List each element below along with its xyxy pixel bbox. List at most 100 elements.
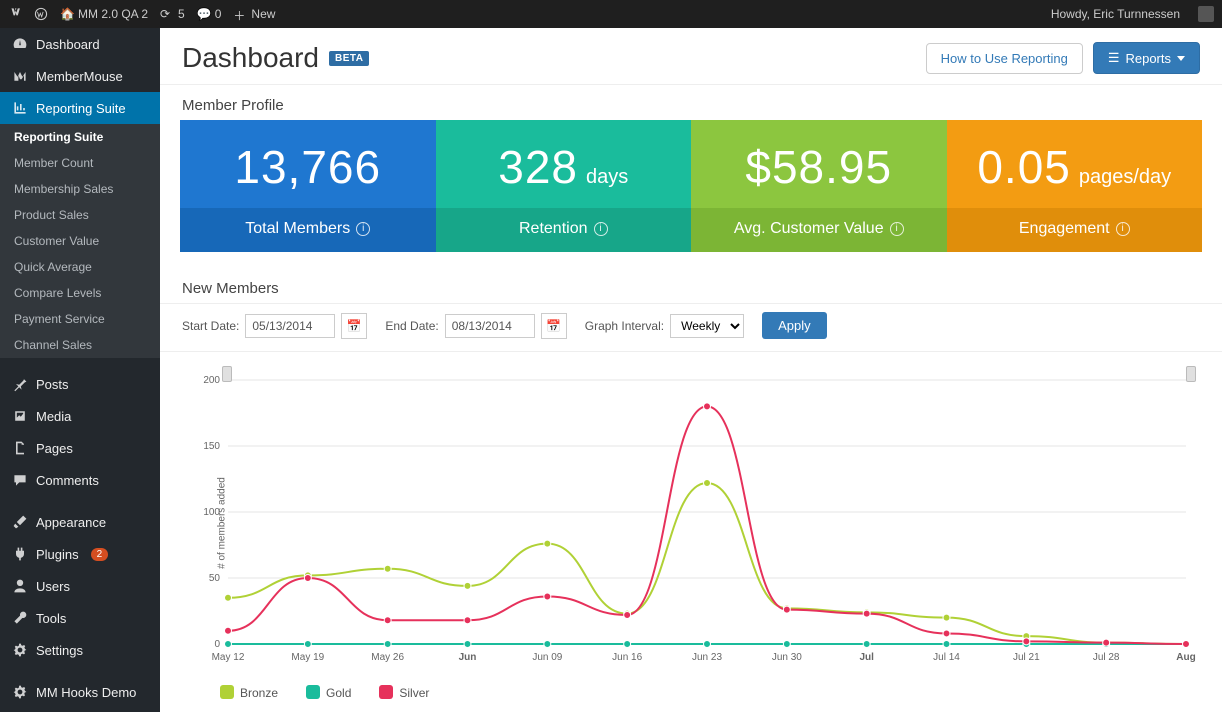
apply-label: Apply xyxy=(778,318,811,333)
svg-text:Jun: Jun xyxy=(459,652,477,663)
admin-sidebar: Dashboard MemberMouse Reporting Suite Repo… xyxy=(0,28,160,712)
apply-button[interactable]: Apply xyxy=(762,312,827,339)
gauge-icon xyxy=(12,36,28,52)
sidebar-item-pages[interactable]: Pages xyxy=(0,432,160,464)
svg-text:May 19: May 19 xyxy=(291,652,324,663)
svg-text:Jul: Jul xyxy=(859,652,874,663)
end-date-calendar-button[interactable]: 📅 xyxy=(541,313,567,339)
legend-item-gold[interactable]: Gold xyxy=(306,685,351,700)
updates[interactable]: ⟳5 xyxy=(160,7,185,21)
howdy[interactable]: Howdy, Eric Turnnessen xyxy=(1051,7,1180,21)
sidebar-item-dashboard[interactable]: Dashboard xyxy=(0,28,160,60)
sidebar-item-media[interactable]: Media xyxy=(0,400,160,432)
svg-text:200: 200 xyxy=(203,375,220,386)
metric-tile-avg-customer-value[interactable]: $58.95Avg. Customer Valuei xyxy=(691,120,947,252)
new-members-chart: # of members added 050100150200May 12May… xyxy=(182,370,1200,675)
sidebar-item-tools[interactable]: Tools xyxy=(0,602,160,634)
sidebar-subitem-membership-sales[interactable]: Membership Sales xyxy=(0,176,160,202)
tile-label: Total Members xyxy=(245,220,350,238)
graph-interval-select[interactable]: Weekly xyxy=(670,314,744,338)
legend-swatch xyxy=(306,685,320,699)
menu-label: Posts xyxy=(36,377,69,392)
collapse-menu[interactable]: ◀ Collapse menu xyxy=(0,708,160,712)
wp-w-icon[interactable] xyxy=(34,7,48,21)
menu-label: Plugins xyxy=(36,547,79,562)
reports-icon: ☰ xyxy=(1108,50,1120,66)
pin-icon xyxy=(12,376,28,392)
tile-unit: pages/day xyxy=(1079,166,1171,189)
graph-interval-label: Graph Interval: xyxy=(585,319,664,333)
tile-value: 328 xyxy=(498,140,578,194)
sidebar-item-users[interactable]: Users xyxy=(0,570,160,602)
end-date-input[interactable] xyxy=(445,314,535,338)
chart-controls: Start Date: 📅 End Date: 📅 Graph Interval… xyxy=(160,303,1222,352)
main-content: Dashboard BETA How to Use Reporting ☰ Re… xyxy=(160,28,1222,712)
metric-tile-engagement[interactable]: 0.05pages/dayEngagementi xyxy=(947,120,1203,252)
media-icon xyxy=(12,408,28,424)
sidebar-item-reporting-suite[interactable]: Reporting Suite xyxy=(0,92,160,124)
menu-label: Settings xyxy=(36,643,83,658)
sidebar-item-comments[interactable]: Comments xyxy=(0,464,160,496)
reports-label: Reports xyxy=(1125,51,1171,66)
page-title-text: Dashboard xyxy=(182,42,319,74)
menu-label: Dashboard xyxy=(36,37,100,52)
page-header: Dashboard BETA How to Use Reporting ☰ Re… xyxy=(160,28,1222,85)
sidebar-subitem-customer-value[interactable]: Customer Value xyxy=(0,228,160,254)
info-icon[interactable]: i xyxy=(1116,222,1130,236)
menu-label: MemberMouse xyxy=(36,69,123,84)
legend-item-bronze[interactable]: Bronze xyxy=(220,685,278,700)
new-content[interactable]: ＋New xyxy=(233,7,275,21)
comment-icon xyxy=(12,472,28,488)
calendar-icon: 📅 xyxy=(546,319,561,333)
sidebar-item-settings[interactable]: Settings xyxy=(0,634,160,666)
start-date-calendar-button[interactable]: 📅 xyxy=(341,313,367,339)
site-name-text: MM 2.0 QA 2 xyxy=(78,7,148,21)
sidebar-item-membermouse[interactable]: MemberMouse xyxy=(0,60,160,92)
svg-text:Jun 23: Jun 23 xyxy=(692,652,722,663)
sidebar-item-plugins[interactable]: Plugins 2 xyxy=(0,538,160,570)
how-to-use-button[interactable]: How to Use Reporting xyxy=(926,43,1083,74)
howdy-text: Howdy, Eric Turnnessen xyxy=(1051,7,1180,21)
menu-label: Pages xyxy=(36,441,73,456)
start-date-input[interactable] xyxy=(245,314,335,338)
menu-label: Reporting Suite xyxy=(36,101,126,116)
info-icon[interactable]: i xyxy=(594,222,608,236)
metric-tile-retention[interactable]: 328 days Retention i xyxy=(436,120,692,252)
sidebar-subitem-reporting-suite[interactable]: Reporting Suite xyxy=(0,124,160,150)
sidebar-subitem-compare-levels[interactable]: Compare Levels xyxy=(0,280,160,306)
svg-text:50: 50 xyxy=(209,573,221,584)
sidebar-item-posts[interactable]: Posts xyxy=(0,368,160,400)
svg-text:Jul 14: Jul 14 xyxy=(933,652,960,663)
info-icon[interactable]: i xyxy=(356,222,370,236)
legend-item-silver[interactable]: Silver xyxy=(379,685,429,700)
sidebar-subitem-payment-service[interactable]: Payment Service xyxy=(0,306,160,332)
svg-text:Jun 09: Jun 09 xyxy=(532,652,562,663)
gear-icon xyxy=(12,684,28,700)
sidebar-subitem-channel-sales[interactable]: Channel Sales xyxy=(0,332,160,358)
range-handle-right[interactable] xyxy=(1186,366,1196,382)
sidebar-subitem-product-sales[interactable]: Product Sales xyxy=(0,202,160,228)
wp-logo[interactable] xyxy=(8,7,22,21)
page-title: Dashboard BETA xyxy=(182,42,369,74)
sidebar-item-appearance[interactable]: Appearance xyxy=(0,506,160,538)
sidebar-item-mm-hooks-demo[interactable]: MM Hooks Demo xyxy=(0,676,160,708)
how-to-use-label: How to Use Reporting xyxy=(941,51,1068,66)
svg-text:150: 150 xyxy=(203,441,220,452)
metric-tile-total-members[interactable]: 13,766Total Membersi xyxy=(180,120,436,252)
gear-icon xyxy=(12,642,28,658)
site-name[interactable]: 🏠MM 2.0 QA 2 xyxy=(60,7,148,21)
svg-text:0: 0 xyxy=(214,639,220,650)
tile-unit: days xyxy=(586,166,628,189)
sidebar-subitem-quick-average[interactable]: Quick Average xyxy=(0,254,160,280)
tile-value: 0.05 xyxy=(977,140,1071,194)
reports-dropdown-button[interactable]: ☰ Reports xyxy=(1093,42,1200,74)
info-icon[interactable]: i xyxy=(890,222,904,236)
update-badge: 2 xyxy=(91,548,109,561)
range-handle-left[interactable] xyxy=(222,366,232,382)
sidebar-subitem-member-count[interactable]: Member Count xyxy=(0,150,160,176)
chart-y-label: # of members added xyxy=(216,477,227,569)
comments-bubble[interactable]: 💬0 xyxy=(197,7,222,21)
tile-label: Retention xyxy=(519,220,588,238)
tile-value: $58.95 xyxy=(745,140,892,194)
avatar[interactable] xyxy=(1198,6,1214,22)
